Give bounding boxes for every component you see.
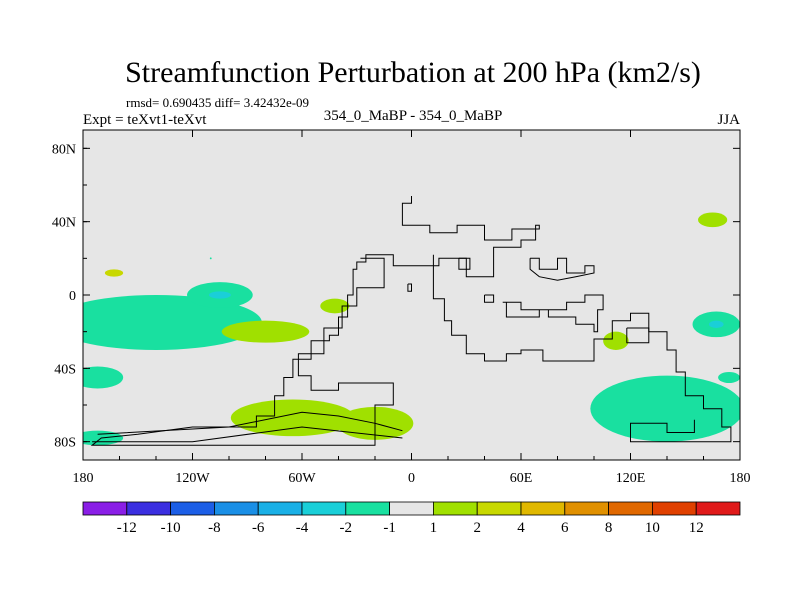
x-tick-label: 120E [616, 471, 646, 486]
colorbar-label: -1 [383, 520, 396, 536]
colorbar-label: -2 [340, 520, 353, 536]
colorbar-swatch [82, 501, 128, 516]
anomaly-region-15 [708, 320, 724, 329]
anomaly-region-16 [718, 372, 740, 383]
colorbar-label: 1 [430, 520, 438, 536]
colorbar-swatch [301, 501, 347, 516]
y-tick-label: 40S [54, 362, 76, 377]
colorbar: -12 -10 -8 -6 -4 -2 -1 1 2 4 6 8 10 12 [82, 501, 741, 536]
colorbar-label: 10 [645, 520, 660, 536]
colorbar-swatch [652, 501, 697, 516]
y-tick-label: 80S [54, 436, 76, 451]
colorbar-label: -12 [117, 520, 137, 536]
anomaly-contours [83, 212, 740, 446]
y-axis: 80N 40N 0 40S 80S [52, 142, 740, 451]
y-tick-label: 40N [52, 216, 76, 231]
x-tick-label: 180 [73, 471, 94, 486]
colorbar-swatch [345, 501, 390, 516]
coastline-segment-3 [502, 294, 604, 333]
colorbar-label: -6 [252, 520, 265, 536]
stats-label: rmsd= 0.690435 diff= 3.42432e-09 [126, 95, 309, 110]
x-tick-label: 120W [175, 471, 210, 486]
coastline-segment-6 [97, 411, 403, 435]
coastline-outlines [90, 196, 732, 446]
x-tick-label: 60W [288, 471, 316, 486]
y-tick-label: 80N [52, 142, 76, 157]
x-tick-label: 60E [510, 471, 533, 486]
colorbar-label: 4 [517, 520, 525, 536]
coastline-segment-2 [432, 254, 732, 443]
colorbar-swatch [257, 501, 303, 516]
colorbar-swatch [170, 501, 215, 516]
x-axis: 180 120W 60W 0 60E 120E 180 [73, 130, 751, 486]
anomaly-region-7 [221, 320, 310, 343]
x-tick-label: 180 [730, 471, 751, 486]
colorbar-swatch [564, 501, 609, 516]
colorbar-swatch [520, 501, 566, 516]
map-panel: 180 120W 60W 0 60E 120E 180 80N 40N 0 40S 80S [52, 129, 751, 486]
coastline-segment-5 [626, 327, 650, 344]
colorbar-swatch [608, 501, 653, 516]
season-label: JJA [717, 112, 740, 128]
coastline-segment-9 [407, 283, 412, 292]
coastline-segment-8 [484, 294, 495, 303]
colorbar-label: 2 [473, 520, 481, 536]
anomaly-region-12 [603, 331, 629, 351]
coastline-segment-1 [90, 196, 540, 446]
experiment-label: Expt = teXvt1-teXvt [83, 112, 207, 128]
anomaly-region-6 [208, 291, 231, 299]
colorbar-swatch [432, 501, 478, 516]
coastline-segment-4 [529, 257, 595, 281]
colorbar-label: -4 [296, 520, 309, 536]
x-tick-label: 0 [408, 471, 415, 486]
colorbar-label: 8 [605, 520, 613, 536]
case-label: 354_0_MaBP - 354_0_MaBP [324, 108, 503, 124]
colorbar-label: 12 [689, 520, 704, 536]
chart-title: Streamfunction Perturbation at 200 hPa (… [125, 56, 701, 89]
y-tick-label: 0 [69, 289, 76, 304]
colorbar-label: -8 [208, 520, 221, 536]
colorbar-swatch [695, 501, 741, 516]
colorbar-swatch [476, 501, 522, 516]
anomaly-region-4 [104, 269, 124, 277]
anomaly-region-8 [230, 399, 355, 437]
colorbar-swatch [126, 501, 172, 516]
colorbar-swatch [389, 501, 434, 516]
anomaly-region-11 [209, 257, 212, 260]
colorbar-swatch [213, 501, 259, 516]
colorbar-label: 6 [561, 520, 569, 536]
anomaly-region-17 [590, 375, 740, 442]
anomaly-region-1 [83, 295, 262, 350]
anomaly-region-2 [83, 366, 124, 389]
coastline-segment-10 [458, 257, 471, 270]
coastline-segment-7 [92, 426, 403, 443]
colorbar-label: -10 [161, 520, 181, 536]
anomaly-region-13 [698, 212, 728, 228]
